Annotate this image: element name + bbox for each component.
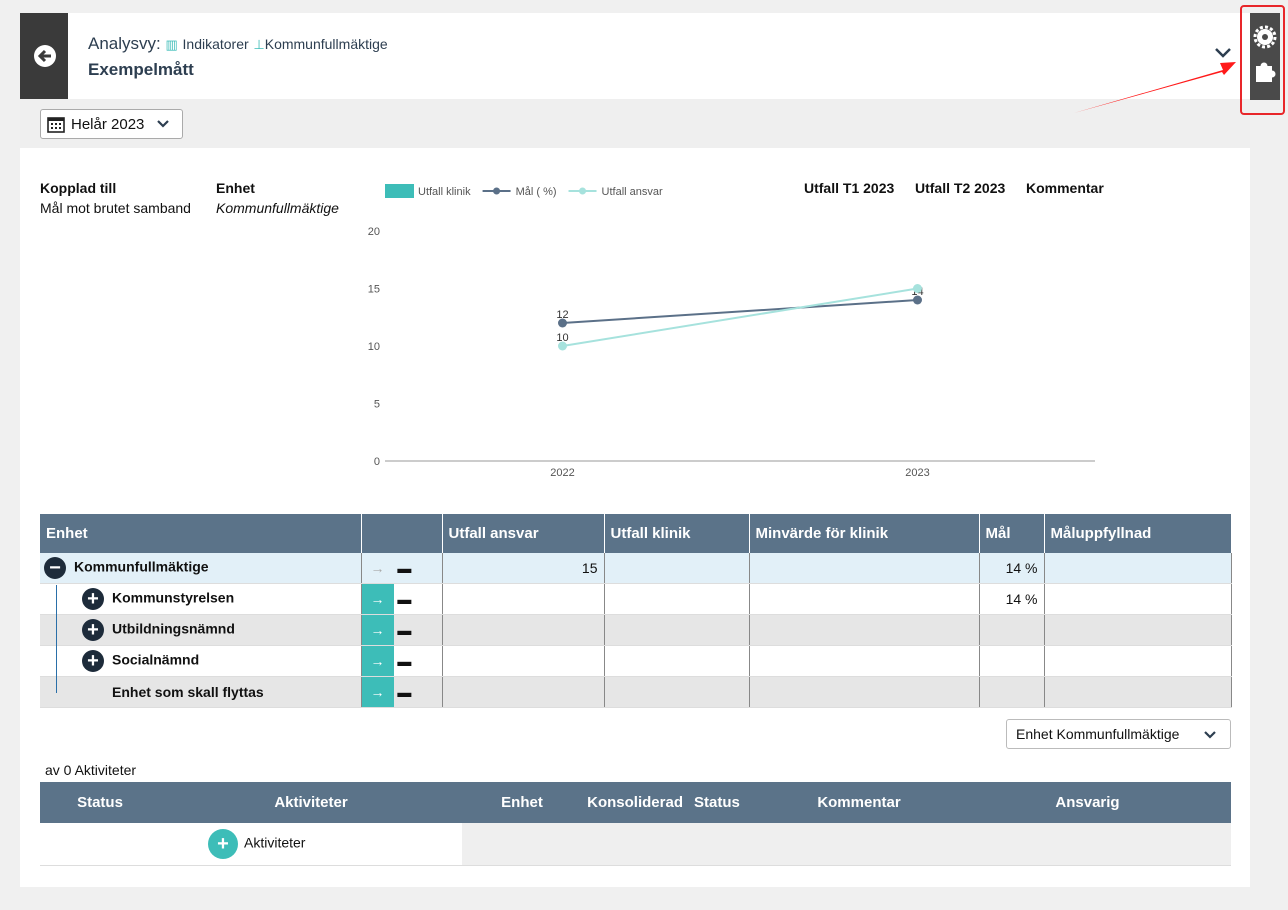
info-value: Mål mot brutet samband — [40, 200, 191, 216]
expand-icon[interactable]: + — [82, 619, 104, 641]
unit-select-label: Enhet Kommunfullmäktige — [1016, 726, 1180, 742]
info-header: Utfall T2 2023 — [915, 180, 1006, 196]
legend-swatch — [579, 187, 587, 195]
column-header: Status — [40, 782, 160, 823]
column-header — [361, 514, 443, 553]
puzzle-icon[interactable] — [1256, 62, 1276, 83]
column-header: Status — [684, 782, 774, 823]
y-tick-label: 10 — [368, 341, 380, 353]
data-label: 12 — [556, 309, 568, 321]
arrow[interactable]: → — [361, 646, 394, 676]
row: − Kommunfullmäktige → ▬ 15 14 % — [40, 553, 1232, 584]
column-header: Ansvarig — [944, 782, 1231, 823]
activity-count: av 0 Aktiviteter — [45, 762, 137, 778]
x-tick-label: 2023 — [905, 467, 929, 479]
data-point — [913, 284, 922, 293]
highlight-box — [1240, 5, 1285, 115]
tree-line — [56, 585, 57, 693]
breadcrumb: Analysvy: ▥ Indikatorer ⊥Kommunfullmäkti… — [88, 34, 388, 53]
unit-name: Utbildningsnämnd — [112, 620, 235, 637]
info-label: Kopplad till — [40, 180, 117, 196]
unit-name: Kommunstyrelsen — [112, 589, 235, 606]
breadcrumb-link[interactable]: Kommunfullmäktige — [264, 36, 388, 52]
column-header: Minvärde för klinik — [749, 514, 980, 553]
legend-label: Mål ( %) — [516, 186, 557, 198]
unit-name: Enhet som skall flyttas — [112, 684, 264, 700]
series-line — [562, 287, 918, 347]
x-tick-label: 2022 — [550, 467, 574, 479]
series-line — [562, 299, 918, 324]
column-header: Mål — [979, 514, 1045, 553]
unit-name: Kommunfullmäktige — [74, 558, 209, 575]
period-label: Helår 2023 — [71, 116, 145, 133]
column-header: Måluppfyllnad — [1044, 514, 1232, 553]
collapse-icon[interactable]: − — [44, 557, 66, 579]
arrow[interactable]: → — [361, 584, 394, 614]
info-label: Enhet — [216, 180, 255, 196]
column-header: Enhet — [462, 782, 582, 823]
info-header: Utfall T1 2023 — [804, 180, 895, 196]
breadcrumb-prefix: Analysvy: — [88, 34, 161, 53]
add-icon[interactable]: + — [208, 828, 238, 859]
legend-label: Utfall klinik — [418, 186, 471, 198]
collapse-chevron[interactable] — [1214, 46, 1232, 60]
chevron — [1204, 731, 1216, 739]
column-header: Enhet — [40, 514, 362, 553]
annotation — [1074, 5, 1285, 115]
cell: 14 % — [979, 583, 1045, 615]
data-label: 10 — [556, 332, 568, 344]
breadcrumb-link[interactable]: Indikatorer — [182, 36, 249, 52]
calendar-icon — [47, 117, 65, 133]
unit-select[interactable]: Enhet Kommunfullmäktige — [1006, 719, 1231, 749]
arrow — [1074, 62, 1236, 113]
back-button[interactable] — [20, 13, 68, 99]
legend-swatch — [493, 187, 501, 195]
header — [20, 13, 1230, 99]
gear-icon[interactable] — [1253, 25, 1277, 49]
legend-label: Utfall ansvar — [602, 186, 663, 198]
column-header: Konsoliderad — [582, 782, 684, 823]
column-header: Utfall ansvar — [442, 514, 605, 553]
unit-name: Socialnämnd — [112, 651, 200, 668]
arrow[interactable]: → — [370, 560, 385, 576]
column-header: Utfall klinik — [604, 514, 750, 553]
data-point — [558, 318, 567, 328]
unit-table: Enhet Utfall ansvar Utfall klinik Minvär… — [40, 514, 1232, 708]
data-point — [558, 341, 567, 351]
y-tick-label: 0 — [374, 456, 380, 468]
chart: 0 5 10 15 20 2022 2023 Utfall klinik Mål ( %) Utf… — [368, 184, 1095, 479]
y-tick-label: 20 — [368, 226, 380, 238]
arrow[interactable]: → — [361, 615, 394, 645]
filter-strip — [20, 99, 1250, 148]
cell: 15 — [442, 553, 605, 584]
column-header: Kommentar — [774, 782, 944, 823]
y-tick-label: 15 — [368, 284, 380, 296]
data-point — [913, 295, 922, 305]
add-activity[interactable]: Aktiviteter — [244, 834, 306, 851]
arrow[interactable]: → — [361, 677, 394, 707]
row: Enhet som skall flyttas → ▬ — [40, 676, 1232, 708]
row: + Utbildningsnämnd → ▬ — [40, 614, 1232, 646]
cell: 14 % — [979, 553, 1045, 584]
chevron — [157, 120, 169, 128]
info-header: Kommentar — [1026, 180, 1104, 196]
info-value: Kommunfullmäktige — [216, 200, 339, 216]
activity-table: Status Aktiviteter Enhet Konsoliderad St… — [40, 782, 1231, 866]
row: + Kommunstyrelsen → ▬ 14 % — [40, 583, 1232, 615]
period-select[interactable]: Helår 2023 — [40, 109, 183, 139]
y-tick-label: 5 — [374, 399, 380, 411]
back-icon — [34, 45, 56, 67]
row: + Socialnämnd → ▬ — [40, 645, 1232, 677]
column-header: Aktiviteter — [160, 782, 462, 823]
page-title: Exempelmått — [88, 60, 194, 79]
expand-icon[interactable]: + — [82, 650, 104, 672]
legend-swatch — [385, 184, 414, 198]
expand-icon[interactable]: + — [82, 588, 104, 610]
